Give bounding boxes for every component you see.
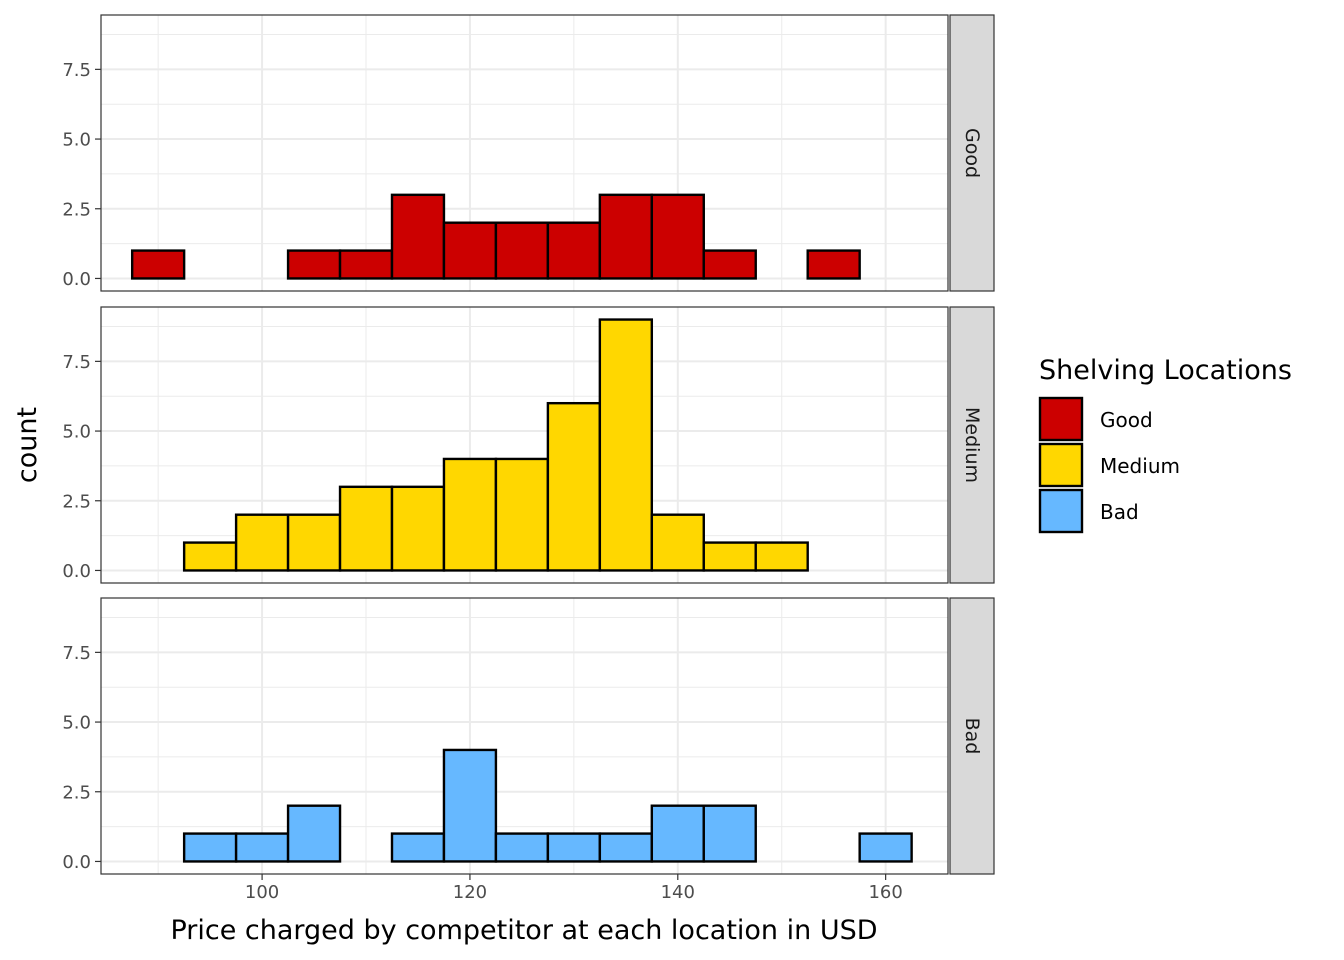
histogram-bar bbox=[494, 221, 550, 280]
legend-label: Good bbox=[1100, 408, 1153, 432]
facet-panel-bad: 0.0 2.5 5.0 7.5 Bad bbox=[62, 597, 995, 875]
histogram-bar bbox=[494, 457, 550, 572]
facet-panels: 0.0 2.5 5.0 7.5 Good 0.0 2.5 5.0 7.5 Medium 0.0 2.5… bbox=[62, 14, 995, 875]
histogram-bar bbox=[338, 249, 394, 280]
panel-border bbox=[100, 306, 949, 584]
y-tick-label: 7.5 bbox=[62, 352, 91, 373]
legend-key bbox=[1038, 396, 1084, 442]
histogram-bar bbox=[650, 804, 705, 863]
histogram-bar bbox=[234, 832, 290, 863]
panel-border bbox=[100, 597, 949, 875]
histogram-bar bbox=[182, 832, 238, 863]
histogram-bar bbox=[494, 832, 550, 863]
histogram-bar bbox=[390, 832, 446, 863]
histogram-bar bbox=[598, 193, 654, 280]
histogram-bar bbox=[546, 401, 602, 572]
histogram-bar bbox=[754, 541, 809, 572]
histogram-bar bbox=[338, 485, 394, 572]
facet-strip bbox=[949, 597, 995, 875]
histogram-bar bbox=[234, 513, 290, 572]
histogram-bar bbox=[442, 457, 498, 572]
histogram-bar bbox=[650, 193, 705, 280]
histogram-bar bbox=[546, 832, 602, 863]
facet-strip bbox=[949, 306, 995, 584]
facet-strip bbox=[949, 14, 995, 292]
histogram-bar bbox=[702, 249, 757, 280]
y-tick-label: 0.0 bbox=[62, 269, 91, 290]
histogram-bar bbox=[286, 804, 342, 863]
x-axis: 100 120 140 160 bbox=[245, 874, 903, 903]
facet-strip-label: Good bbox=[961, 128, 983, 178]
facet-strip-label: Medium bbox=[961, 407, 983, 483]
panel-background bbox=[101, 598, 948, 874]
legend-key bbox=[1038, 442, 1084, 488]
y-tick-label: 5.0 bbox=[62, 422, 91, 443]
y-axis-title: count bbox=[12, 407, 43, 483]
histogram-bar bbox=[702, 804, 757, 863]
histogram-bar bbox=[390, 193, 446, 280]
legend-label: Medium bbox=[1100, 454, 1180, 478]
legend: Shelving Locations Good Medium Bad bbox=[1038, 355, 1292, 534]
legend-label: Bad bbox=[1100, 500, 1139, 524]
legend-item-good: Good bbox=[1038, 396, 1153, 442]
x-tick-label: 140 bbox=[661, 882, 695, 903]
histogram-bar bbox=[130, 249, 186, 280]
histogram-bar bbox=[286, 513, 342, 572]
x-tick-label: 160 bbox=[868, 882, 902, 903]
facet-strip-label: Bad bbox=[961, 718, 983, 755]
facet-panel-medium: 0.0 2.5 5.0 7.5 Medium bbox=[62, 306, 995, 584]
histogram-bar bbox=[390, 485, 446, 572]
y-tick-label: 5.0 bbox=[62, 713, 91, 734]
panel-border bbox=[100, 14, 949, 292]
legend-item-bad: Bad bbox=[1038, 488, 1139, 534]
histogram-bar bbox=[858, 832, 913, 863]
x-axis-title: Price charged by competitor at each loca… bbox=[170, 915, 877, 946]
histogram-bar bbox=[598, 318, 654, 572]
y-tick-label: 0.0 bbox=[62, 852, 91, 873]
y-tick-label: 2.5 bbox=[62, 199, 91, 220]
histogram-bar bbox=[286, 249, 342, 280]
legend-item-medium: Medium bbox=[1038, 442, 1180, 488]
histogram-bar bbox=[702, 541, 757, 572]
y-tick-label: 5.0 bbox=[62, 130, 91, 151]
x-tick-label: 120 bbox=[453, 882, 487, 903]
histogram-bar bbox=[546, 221, 602, 280]
y-tick-label: 2.5 bbox=[62, 782, 91, 803]
histogram-bar bbox=[182, 541, 238, 572]
legend-key bbox=[1038, 488, 1084, 534]
y-tick-label: 7.5 bbox=[62, 60, 91, 81]
histogram-bar bbox=[806, 249, 861, 280]
y-tick-label: 0.0 bbox=[62, 561, 91, 582]
facet-panel-good: 0.0 2.5 5.0 7.5 Good bbox=[62, 14, 995, 292]
y-tick-label: 7.5 bbox=[62, 643, 91, 664]
histogram-bar bbox=[650, 513, 705, 572]
x-tick-label: 100 bbox=[245, 882, 279, 903]
histogram-bar bbox=[442, 221, 498, 280]
histogram-bar bbox=[442, 748, 498, 863]
y-tick-label: 2.5 bbox=[62, 491, 91, 512]
histogram-bar bbox=[598, 832, 654, 863]
legend-title: Shelving Locations bbox=[1039, 355, 1292, 386]
